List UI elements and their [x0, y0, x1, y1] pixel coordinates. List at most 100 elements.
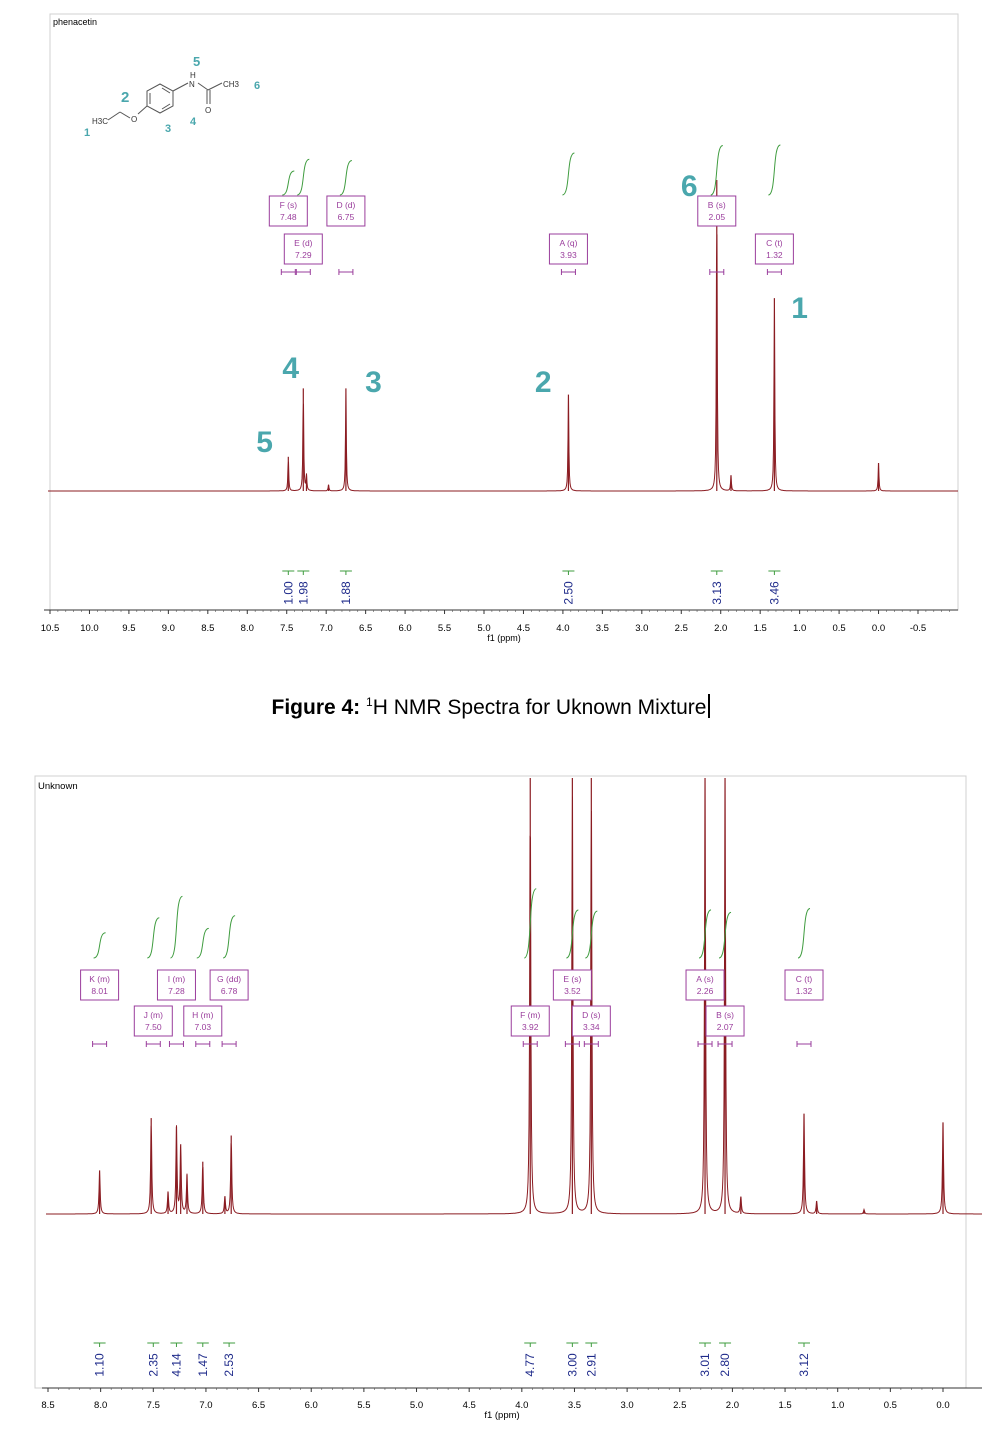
phenacetin-multiplet-name: D (d) — [336, 200, 355, 210]
phenacetin-title: phenacetin — [53, 17, 97, 27]
unknown-tick-label: 5.5 — [357, 1400, 370, 1411]
phenacetin-spectrum — [48, 180, 958, 492]
phenacetin-assignment-number: 3 — [365, 366, 382, 399]
phenacetin-tick-label: 0.0 — [872, 623, 885, 634]
figure-caption-text: H NMR Spectra for Uknown Mixture — [372, 696, 707, 719]
phenacetin-tick-label: 5.5 — [438, 623, 451, 634]
phenacetin-multiplet-shift: 6.75 — [338, 212, 355, 222]
phenacetin-assignment-number: 4 — [282, 352, 299, 385]
phenacetin-integral-value: 2.50 — [561, 581, 575, 605]
unknown-multiplet-name: K (m) — [89, 974, 110, 984]
unknown-multiplet-box — [571, 1005, 611, 1037]
phenacetin-tick-label: -0.5 — [910, 623, 926, 634]
phenacetin-integral-values: 1.00 1.98 1.88 2.50 3.13 3.46 — [281, 570, 781, 605]
atom-ch3-ethyl: H3C — [92, 117, 108, 126]
phenacetin-multiplet-label: E (d) 7.29 — [283, 233, 323, 275]
phenacetin-integral-curve — [710, 144, 724, 196]
unknown-integral-curve — [718, 911, 732, 959]
unknown-multiplet-name: C (t) — [796, 974, 813, 984]
atom-ether-o: O — [131, 115, 137, 124]
unknown-tick-label: 1.5 — [778, 1400, 791, 1411]
unknown-tick-label: 7.0 — [199, 1400, 212, 1411]
phenacetin-multiplet-label: A (q) 3.93 — [548, 233, 588, 275]
unknown-integral-curve — [169, 895, 183, 959]
phenacetin-integral-value: 3.13 — [710, 581, 724, 605]
phenacetin-multiplet-name: E (d) — [294, 238, 313, 248]
phenacetin-tick-label: 4.5 — [517, 623, 530, 634]
phenacetin-tick-label: 3.0 — [635, 623, 648, 634]
phenacetin-plot-frame — [49, 13, 959, 611]
atom-amide-n: N — [189, 80, 195, 89]
unknown-multiplet-box — [552, 969, 592, 1001]
unknown-multiplet-name: H (m) — [192, 1010, 213, 1020]
unknown-tick-label: 0.0 — [936, 1400, 949, 1411]
phenacetin-assignment-number: 1 — [791, 292, 808, 325]
phenacetin-multiplet-shift: 2.05 — [709, 212, 726, 222]
unknown-peak-labels: K (m)8.01J (m)7.50I (m)7.28H (m)7.03G (d… — [80, 969, 824, 1047]
unknown-x-axis-label: f1 (ppm) — [484, 1410, 519, 1421]
unknown-multiplet-box — [183, 1005, 223, 1037]
unknown-tick-label: 2.0 — [726, 1400, 739, 1411]
unknown-integral-value: 2.80 — [718, 1353, 732, 1377]
unknown-multiplet-shift: 8.01 — [91, 986, 108, 996]
unknown-tick-label: 6.5 — [252, 1400, 265, 1411]
phenacetin-tick-label: 1.5 — [754, 623, 767, 634]
unknown-multiplet-name: J (m) — [144, 1010, 164, 1020]
phenacetin-integral-value: 1.00 — [281, 581, 295, 605]
phenacetin-multiplet-box — [754, 233, 794, 265]
unknown-integral-value: 3.01 — [698, 1353, 712, 1377]
molecule-number-1: 1 — [84, 127, 90, 139]
unknown-tick-label: 3.0 — [621, 1400, 634, 1411]
unknown-multiplet-name: F (m) — [520, 1010, 540, 1020]
phenacetin-integral-value: 1.88 — [339, 581, 353, 605]
unknown-tick-label: 3.5 — [568, 1400, 581, 1411]
unknown-multiplet-label: F (m) 3.92 — [510, 1005, 550, 1047]
unknown-tick-label: 7.5 — [147, 1400, 160, 1411]
unknown-integral-value: 2.35 — [146, 1353, 160, 1377]
unknown-integral-curve — [147, 917, 160, 959]
phenacetin-peak-labels: F (s) 7.48 E (d) 7.29 D (d) 6.75 A (q) 3.93 B (s… — [268, 195, 794, 275]
phenacetin-tick-label: 9.0 — [162, 623, 175, 634]
unknown-multiplet-label: J (m) 7.50 — [133, 1005, 173, 1047]
unknown-integral-value: 4.14 — [169, 1353, 183, 1377]
unknown-multiplet-shift: 7.50 — [145, 1022, 162, 1032]
unknown-tick-label: 0.5 — [884, 1400, 897, 1411]
phenacetin-tick-label: 10.0 — [80, 623, 99, 634]
unknown-integral-values: 1.10 2.35 4.14 1.47 2.53 4.77 3.00 2.91 3.01 2.80… — [93, 1342, 811, 1377]
unknown-tick-label: 8.0 — [94, 1400, 107, 1411]
atom-amide-h: H — [190, 71, 196, 80]
unknown-tick-label: 6.0 — [305, 1400, 318, 1411]
phenacetin-integral-value: 3.46 — [767, 581, 781, 605]
unknown-multiplet-box — [156, 969, 196, 1001]
unknown-multiplet-box — [705, 1005, 745, 1037]
unknown-integral-value: 1.10 — [93, 1353, 107, 1377]
phenacetin-multiplet-label: B (s) 2.05 — [697, 195, 737, 275]
unknown-integral-value: 4.77 — [523, 1353, 537, 1377]
unknown-spectrum-line — [46, 778, 982, 1215]
phenacetin-tick-label: 2.0 — [714, 623, 727, 634]
phenacetin-tick-label: 6.0 — [398, 623, 411, 634]
unknown-multiplet-label: K (m) 8.01 — [80, 969, 120, 1047]
unknown-multiplet-label: C (t) 1.32 — [784, 969, 824, 1047]
phenacetin-tick-label: 5.0 — [477, 623, 490, 634]
unknown-multiplet-label: H (m) 7.03 — [183, 1005, 223, 1047]
unknown-integral-curve — [222, 915, 236, 959]
unknown-integral-curves — [93, 888, 811, 959]
unknown-multiplet-label: G (dd) 6.78 — [209, 969, 249, 1047]
unknown-multiplet-shift: 2.07 — [717, 1022, 734, 1032]
phenacetin-multiplet-label: F (s) 7.48 — [268, 195, 308, 275]
phenacetin-multiplet-label: C (t) 1.32 — [754, 233, 794, 275]
unknown-integral-value: 3.12 — [797, 1353, 811, 1377]
unknown-title: Unknown — [38, 781, 78, 792]
unknown-integral-value: 2.53 — [222, 1353, 236, 1377]
phenacetin-tick-label: 10.5 — [41, 623, 60, 634]
unknown-multiplet-box — [133, 1005, 173, 1037]
unknown-multiplet-name: B (s) — [716, 1010, 734, 1020]
phenacetin-assignment-number: 2 — [535, 366, 552, 399]
phenacetin-tick-label: 1.0 — [793, 623, 806, 634]
phenacetin-tick-label: 8.0 — [241, 623, 254, 634]
unknown-tick-label: 1.0 — [831, 1400, 844, 1411]
phenacetin-multiplet-shift: 7.29 — [295, 250, 312, 260]
molecule-number-4: 4 — [190, 116, 197, 128]
unknown-multiplet-shift: 1.32 — [796, 986, 813, 996]
